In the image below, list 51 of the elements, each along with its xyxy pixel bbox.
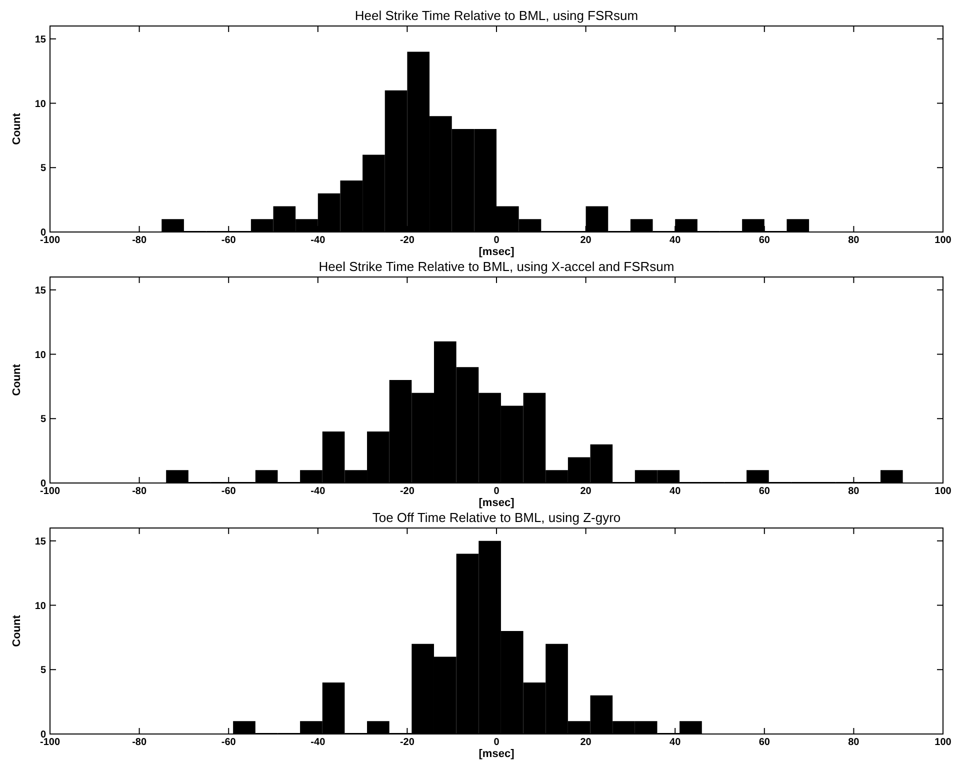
chart-title: Heel Strike Time Relative to BML, using X-accel and FSRsum xyxy=(318,259,674,274)
y-tick-label: 5 xyxy=(40,414,46,426)
x-tick-label: 40 xyxy=(670,486,682,497)
x-axis-title: [msec] xyxy=(478,497,515,509)
x-tick-label: 80 xyxy=(848,486,860,497)
y-tick-label: 10 xyxy=(34,600,46,612)
x-tick-label: -80 xyxy=(132,486,147,497)
y-tick-label: 10 xyxy=(34,350,46,361)
y-tick-label: 5 xyxy=(40,665,46,676)
x-tick-label: -100 xyxy=(40,737,60,748)
chart-title: Heel Strike Time Relative to BML, using FSRsum xyxy=(354,8,638,23)
x-tick-label: -20 xyxy=(400,486,415,497)
x-tick-label: 0 xyxy=(494,737,500,748)
x-tick-label: 40 xyxy=(670,737,682,748)
y-tick-label: 5 xyxy=(40,163,46,174)
x-tick-label: 20 xyxy=(580,235,592,246)
x-axis-title: [msec] xyxy=(478,748,515,760)
x-tick-label: 100 xyxy=(934,235,952,246)
x-tick-label: -20 xyxy=(400,235,415,246)
x-tick-label: 0 xyxy=(494,486,500,497)
x-tick-label: -40 xyxy=(310,235,326,246)
x-tick-label: 60 xyxy=(758,486,770,497)
y-axis-title: Count xyxy=(11,364,23,396)
x-tick-label: -20 xyxy=(400,737,415,748)
x-tick-label: -100 xyxy=(40,235,60,246)
x-tick-label: -80 xyxy=(132,235,147,246)
x-tick-label: -80 xyxy=(132,737,147,748)
x-tick-label: -60 xyxy=(221,486,236,497)
x-tick-label: -60 xyxy=(221,235,236,246)
y-tick-label: 15 xyxy=(34,34,46,46)
x-tick-label: 40 xyxy=(670,235,682,246)
x-tick-label: 100 xyxy=(934,737,952,748)
x-axis-title: [msec] xyxy=(478,246,515,258)
y-axis-title: Count xyxy=(11,112,23,145)
x-tick-label: -100 xyxy=(40,486,60,497)
x-tick-label: 100 xyxy=(934,486,952,497)
y-tick-label: 15 xyxy=(34,285,46,296)
x-tick-label: 80 xyxy=(848,737,860,748)
y-tick-label: 10 xyxy=(34,98,46,110)
y-tick-label: 15 xyxy=(34,536,46,548)
x-tick-label: 60 xyxy=(758,737,770,748)
x-tick-label: -40 xyxy=(310,486,326,497)
x-tick-label: 60 xyxy=(758,235,770,246)
chart-title: Toe Off Time Relative to BML, using Z-gyro xyxy=(372,510,621,525)
x-tick-label: 20 xyxy=(580,486,592,497)
x-tick-label: 0 xyxy=(494,235,500,246)
y-axis-title: Count xyxy=(11,614,23,647)
x-tick-label: -40 xyxy=(310,737,326,748)
x-tick-label: 80 xyxy=(848,235,860,246)
x-tick-label: 20 xyxy=(580,737,592,748)
x-tick-label: -60 xyxy=(221,737,236,748)
